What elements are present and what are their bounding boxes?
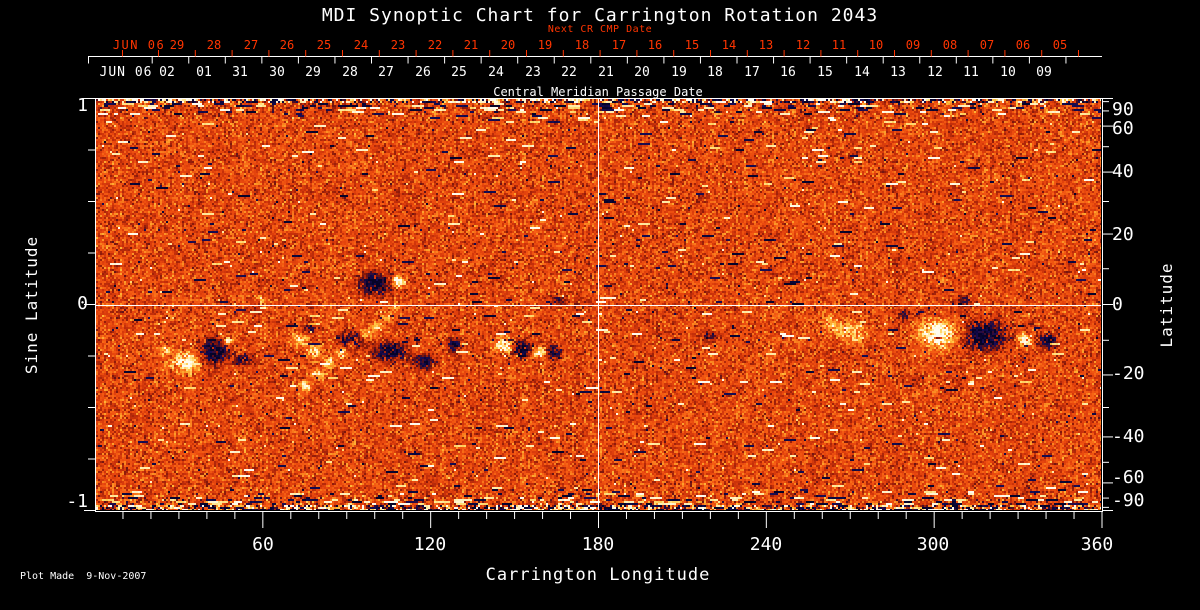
next-cr-date-tick-label: 17 [611,38,627,52]
latitude-tick-label: 60 [1112,118,1134,139]
longitude-tick-label: 240 [749,534,783,555]
next-cr-date-tick-label: 18 [574,38,590,52]
cmp-date-tick-label: 02 [159,65,175,80]
cmp-date-tick-label: 01 [196,65,212,80]
next-cr-cmp-date-label: Next CR CMP Date [547,24,653,35]
cmp-date-tick-label: 26 [415,65,431,80]
cmp-date-tick-label: 09 [1036,65,1052,80]
next-cr-date-tick-label: 13 [758,38,774,52]
bottom-axis-title: Carrington Longitude [485,565,711,585]
next-cr-date-tick-label: 19 [537,38,553,52]
cmp-date-tick-label: 30 [269,65,285,80]
magnetogram-image [96,99,1101,510]
sine-latitude-tick-label: -1 [66,491,88,512]
longitude-tick-label: 180 [581,534,615,555]
cmp-date-tick-label: 24 [488,65,504,80]
cmp-date-tick-label: 18 [707,65,723,80]
next-cr-date-tick-label: 29 [169,38,185,52]
cmp-date-tick-label: 20 [634,65,650,80]
next-cr-date-tick-label: 15 [684,38,700,52]
next-cr-date-tick-label: 25 [316,38,332,52]
longitude-tick-label: 360 [1080,534,1114,555]
cmp-date-tick-label: 13 [890,65,906,80]
cmp-date-tick-label: 14 [854,65,870,80]
sine-latitude-tick-label: 1 [77,95,88,116]
next-cr-date-tick-label: 22 [427,38,443,52]
cmp-date-tick-label: 27 [378,65,394,80]
latitude-tick-label: 20 [1112,224,1134,245]
latitude-tick-label: 90 [1112,99,1134,120]
latitude-tick-label: -90 [1112,490,1145,511]
latitude-tick-label: -20 [1112,363,1145,384]
cmp-date-tick-label: 23 [525,65,541,80]
longitude-tick-label: 120 [413,534,447,555]
latitude-tick-label: 40 [1112,161,1134,182]
cmp-date-tick-label: 31 [232,65,248,80]
longitude-tick-label: 300 [916,534,950,555]
next-cr-date-tick-label: 20 [500,38,516,52]
cmp-date-tick-label: 29 [305,65,321,80]
left-axis-title: Sine Latitude [22,235,41,375]
cmp-date-tick-label: 10 [1000,65,1016,80]
next-cr-date-tick-label: JUN 06 [112,38,166,52]
plot-made-note: Plot Made 9-Nov-2007 [20,571,147,582]
cmp-date-tick-label: JUN 06 [99,65,153,80]
next-cr-date-tick-label: 05 [1052,38,1068,52]
cmp-date-tick-label: 11 [963,65,979,80]
next-cr-date-tick-label: 07 [979,38,995,52]
latitude-tick-label: -60 [1112,467,1145,488]
cmp-date-tick-label: 21 [598,65,614,80]
next-cr-date-tick-label: 24 [353,38,369,52]
next-cr-date-tick-label: 08 [942,38,958,52]
page-title: MDI Synoptic Chart for Carrington Rotati… [321,5,879,26]
next-cr-date-tick-label: 11 [831,38,847,52]
next-cr-date-tick-label: 06 [1015,38,1031,52]
sine-latitude-tick-label: 0 [77,293,88,314]
next-cr-date-tick-label: 12 [795,38,811,52]
cmp-date-tick-label: 28 [342,65,358,80]
cmp-date-tick-label: 15 [817,65,833,80]
next-cr-date-tick-label: 21 [463,38,479,52]
cmp-date-tick-label: 19 [671,65,687,80]
next-cr-date-tick-label: 16 [647,38,663,52]
cmp-axis-title: Central Meridian Passage Date [493,85,703,99]
cmp-date-tick-label: 12 [927,65,943,80]
next-cr-date-tick-label: 09 [905,38,921,52]
cmp-date-tick-label: 17 [744,65,760,80]
latitude-tick-label: 0 [1112,294,1123,315]
next-cr-date-tick-label: 14 [721,38,737,52]
next-cr-date-tick-label: 28 [206,38,222,52]
right-axis-title: Latitude [1157,262,1176,348]
longitude-tick-label: 60 [252,534,274,555]
next-cr-date-tick-label: 26 [279,38,295,52]
cmp-date-tick-label: 22 [561,65,577,80]
latitude-tick-label: -40 [1112,426,1145,447]
cmp-date-tick-label: 16 [780,65,796,80]
next-cr-date-tick-label: 23 [390,38,406,52]
next-cr-date-tick-label: 27 [243,38,259,52]
cmp-date-tick-label: 25 [451,65,467,80]
next-cr-date-tick-label: 10 [868,38,884,52]
